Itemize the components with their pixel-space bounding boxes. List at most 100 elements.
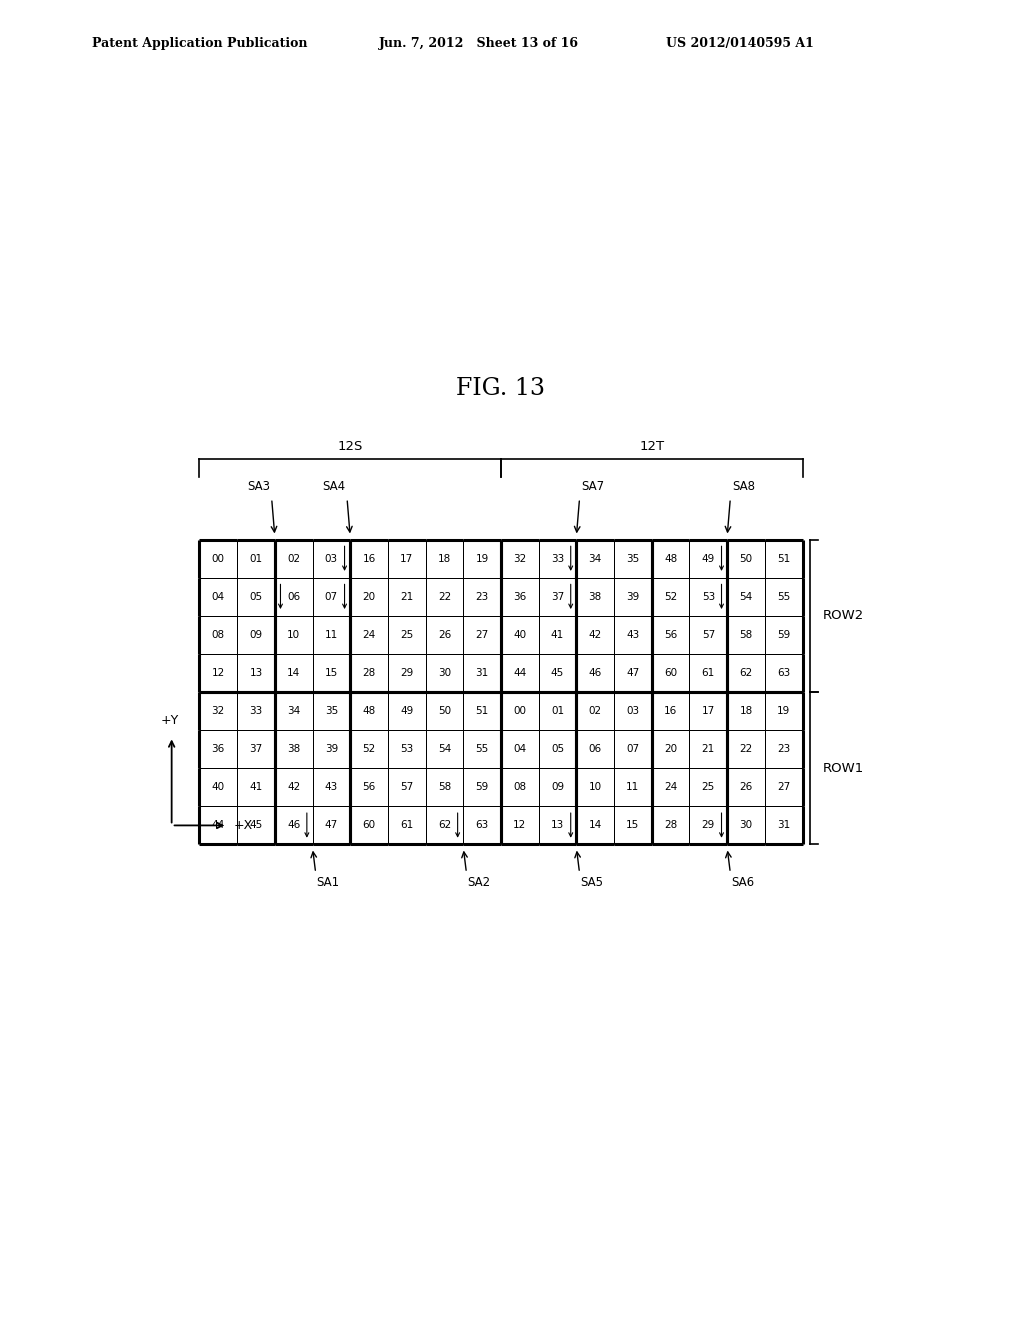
Text: 19: 19 [475,553,488,564]
Text: 57: 57 [400,783,414,792]
Text: 20: 20 [664,744,677,754]
Text: 13: 13 [249,668,262,678]
Text: 53: 53 [701,591,715,602]
Text: 61: 61 [701,668,715,678]
Text: 41: 41 [551,630,564,640]
Text: 21: 21 [400,591,414,602]
Text: 39: 39 [627,591,640,602]
Text: 63: 63 [475,821,488,830]
Text: 46: 46 [287,821,300,830]
Text: 61: 61 [400,821,414,830]
Text: 10: 10 [287,630,300,640]
Text: 30: 30 [438,668,451,678]
Text: 56: 56 [362,783,376,792]
Text: 43: 43 [627,630,640,640]
Text: SA3: SA3 [247,480,270,494]
Text: 11: 11 [627,783,640,792]
Text: 54: 54 [438,744,452,754]
Text: SA6: SA6 [731,876,755,890]
Text: 44: 44 [513,668,526,678]
Text: 44: 44 [212,821,225,830]
Text: 06: 06 [589,744,602,754]
Text: 47: 47 [627,668,640,678]
Text: SA5: SA5 [581,876,603,890]
Text: 62: 62 [739,668,753,678]
Text: 29: 29 [701,821,715,830]
Text: 23: 23 [777,744,791,754]
Text: 06: 06 [287,591,300,602]
Text: 37: 37 [249,744,262,754]
Text: 41: 41 [249,783,262,792]
Text: 10: 10 [589,783,602,792]
Text: 37: 37 [551,591,564,602]
Text: 45: 45 [249,821,262,830]
Text: 12T: 12T [639,440,665,453]
Text: 02: 02 [287,553,300,564]
Text: 46: 46 [589,668,602,678]
Text: 33: 33 [249,706,262,715]
Text: ROW2: ROW2 [823,610,864,622]
Text: 14: 14 [589,821,602,830]
Text: 62: 62 [438,821,452,830]
Text: 23: 23 [475,591,488,602]
Text: 48: 48 [362,706,376,715]
Text: 13: 13 [551,821,564,830]
Text: SA8: SA8 [732,480,755,494]
Text: 22: 22 [438,591,452,602]
Text: 17: 17 [400,553,414,564]
Text: 04: 04 [513,744,526,754]
Text: SA2: SA2 [467,876,490,890]
Text: 28: 28 [664,821,677,830]
Text: 21: 21 [701,744,715,754]
Text: 16: 16 [362,553,376,564]
Text: 25: 25 [400,630,414,640]
Text: 49: 49 [701,553,715,564]
Text: 02: 02 [589,706,602,715]
Text: 29: 29 [400,668,414,678]
Text: 42: 42 [589,630,602,640]
Text: 35: 35 [627,553,640,564]
Text: 07: 07 [325,591,338,602]
Text: 54: 54 [739,591,753,602]
Text: 05: 05 [250,591,262,602]
Text: 12S: 12S [338,440,362,453]
Text: +Y: +Y [161,714,179,727]
Text: 08: 08 [513,783,526,792]
Text: 16: 16 [664,706,677,715]
Text: 09: 09 [551,783,564,792]
Text: 59: 59 [475,783,488,792]
Text: 18: 18 [438,553,452,564]
Text: 52: 52 [664,591,677,602]
Text: 34: 34 [287,706,300,715]
Text: 56: 56 [664,630,677,640]
Text: ROW1: ROW1 [823,762,864,775]
Text: 14: 14 [287,668,300,678]
Text: 22: 22 [739,744,753,754]
Text: 60: 60 [362,821,376,830]
Text: 11: 11 [325,630,338,640]
Text: Patent Application Publication: Patent Application Publication [92,37,307,50]
Text: 07: 07 [627,744,640,754]
Text: 50: 50 [739,553,753,564]
Text: 51: 51 [777,553,791,564]
Text: 20: 20 [362,591,376,602]
Text: 32: 32 [513,553,526,564]
Text: 18: 18 [739,706,753,715]
Text: 27: 27 [777,783,791,792]
Text: 03: 03 [627,706,640,715]
Text: 15: 15 [325,668,338,678]
Text: 28: 28 [362,668,376,678]
Text: 57: 57 [701,630,715,640]
Text: 38: 38 [287,744,300,754]
Text: 03: 03 [325,553,338,564]
Text: 31: 31 [475,668,488,678]
Text: 51: 51 [475,706,488,715]
Text: 09: 09 [250,630,262,640]
Text: 00: 00 [212,553,225,564]
Text: Jun. 7, 2012   Sheet 13 of 16: Jun. 7, 2012 Sheet 13 of 16 [379,37,579,50]
Text: SA1: SA1 [316,876,340,890]
Text: 26: 26 [438,630,452,640]
Text: 27: 27 [475,630,488,640]
Text: 38: 38 [589,591,602,602]
Text: FIG. 13: FIG. 13 [457,378,546,400]
